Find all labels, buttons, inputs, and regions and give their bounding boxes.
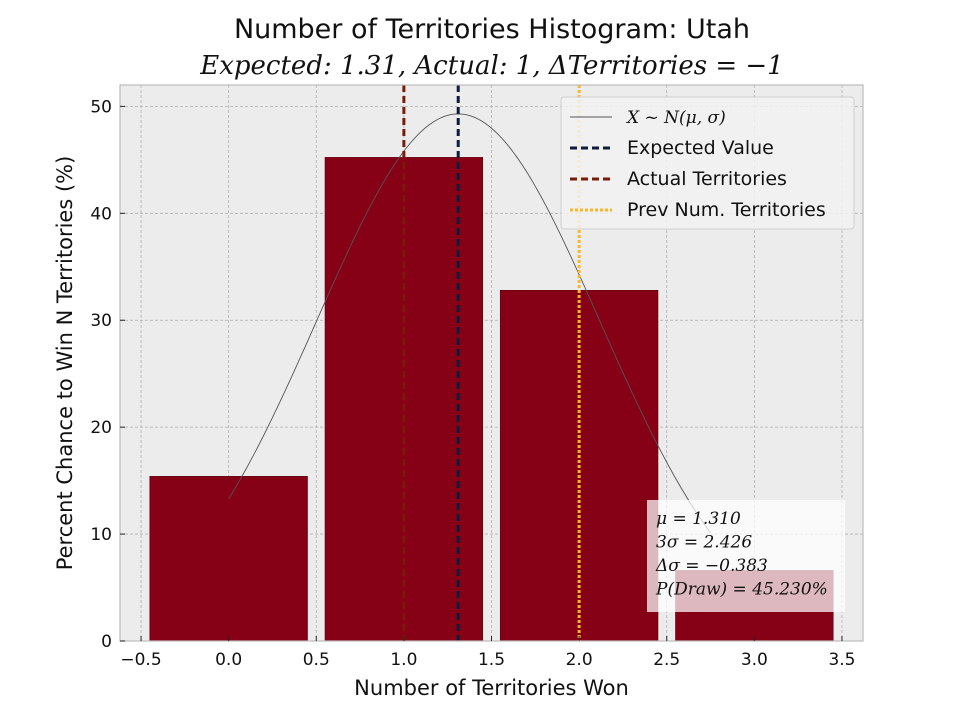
chart-subtitle: Expected: 1.31, Actual: 1, ΔTerritories … — [199, 51, 783, 81]
chart-title: Number of Territories Histogram: Utah — [234, 14, 750, 45]
y-tick-label: 50 — [90, 97, 112, 117]
stats-line: Δσ = −0.383 — [655, 556, 768, 576]
stats-line: P(Draw) = 45.230% — [655, 580, 828, 600]
y-tick-label: 30 — [90, 311, 112, 331]
bar-0 — [149, 476, 308, 642]
x-tick-label: 1.5 — [478, 650, 505, 670]
y-tick-label: 0 — [101, 632, 112, 652]
x-tick-label: 1.0 — [390, 650, 417, 670]
y-tick-label: 10 — [90, 525, 112, 545]
x-tick-label: −0.5 — [120, 650, 161, 670]
legend-label: Prev Num. Territories — [627, 199, 826, 221]
stats-box: μ = 1.310 3σ = 2.426 Δσ = −0.383 P(Draw) = … — [647, 500, 845, 612]
y-tick-label: 20 — [90, 418, 112, 438]
stats-line: 3σ = 2.426 — [656, 533, 752, 553]
legend-box — [560, 96, 855, 230]
y-tick-label: 40 — [90, 204, 112, 224]
x-ticks: −0.5 0.0 0.5 1.0 1.5 2.0 2.5 3.0 3.5 — [120, 636, 855, 670]
x-tick-label: 2.5 — [653, 650, 680, 670]
x-tick-label: 0.5 — [303, 650, 330, 670]
x-tick-label: 0.0 — [215, 650, 242, 670]
normal-curve — [228, 113, 711, 534]
legend-label: X ~ N(μ, σ) — [625, 108, 726, 128]
y-ticks: 0 10 20 30 40 50 — [90, 97, 125, 652]
stats-line: μ = 1.310 — [656, 509, 741, 529]
x-tick-label: 3.0 — [741, 650, 768, 670]
legend-label: Expected Value — [627, 137, 774, 159]
x-tick-label: 2.0 — [566, 650, 593, 670]
legend-label: Actual Territories — [627, 168, 787, 190]
stats-box-bg — [647, 500, 845, 612]
y-axis-label: Percent Chance to Win N Territories (%) — [53, 156, 77, 571]
legend: X ~ N(μ, σ) Expected Value Actual Territor… — [560, 96, 855, 230]
x-axis-label: Number of Territories Won — [354, 676, 629, 700]
x-tick-label: 3.5 — [828, 650, 855, 670]
